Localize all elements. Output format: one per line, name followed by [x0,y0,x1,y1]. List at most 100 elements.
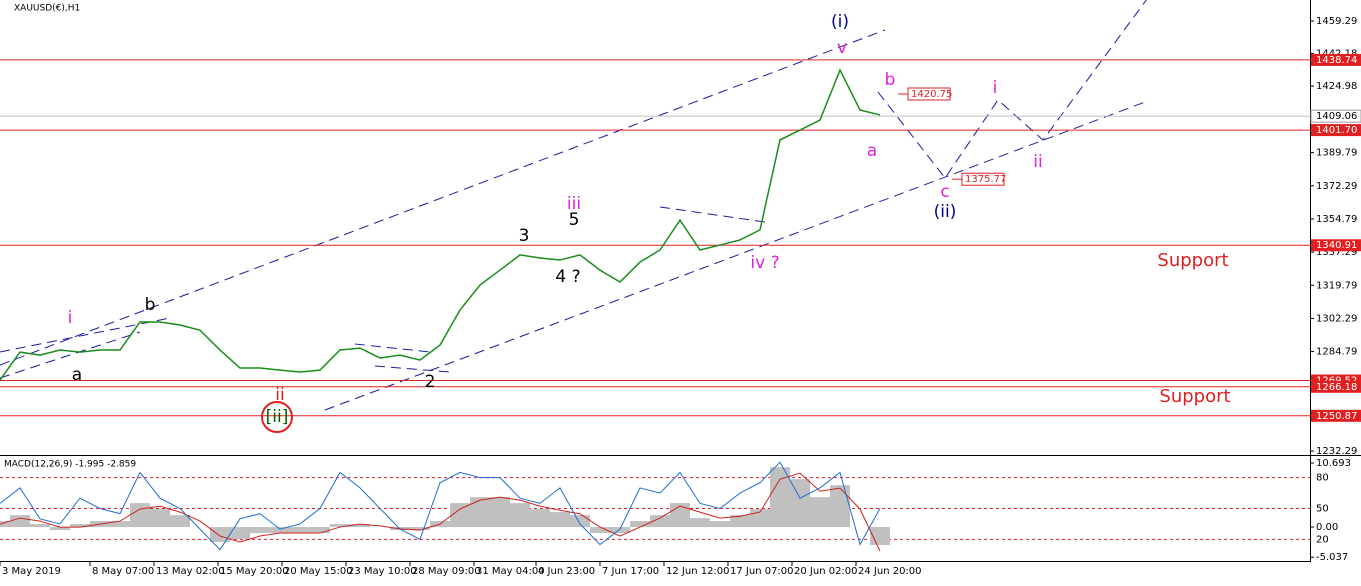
wave-circle [261,401,293,433]
y2-tick-label: 50 [1316,504,1329,515]
histogram-bar [630,521,650,528]
target-label: 1375.77 [965,174,1006,185]
histogram-bar [790,479,810,528]
histogram-bar [50,527,70,531]
x-tick-label: 31 May 04:00 [476,566,545,577]
wave-label: Support [1157,250,1228,271]
histogram-bar [770,467,790,528]
histogram-bar [270,527,290,534]
y2-tick-label: 20 [1316,534,1329,545]
wave-label: v [837,38,847,58]
histogram-bar [290,527,310,534]
wave-label: 3 [519,226,530,246]
frame [0,0,1361,562]
histogram-bar [730,515,750,528]
x-tick-label: 20 Jun 02:00 [794,566,858,577]
x-tick-label: 15 May 20:00 [220,566,289,577]
level-box [1311,380,1361,393]
histogram-bar [830,485,850,528]
wave-label: (i) [831,12,849,32]
y-tick-label: 1284.79 [1316,347,1357,358]
histogram-bar [250,527,270,534]
histogram-bar [230,527,250,540]
channel-lower [324,101,1146,411]
histogram-bar [610,527,630,534]
y-tick-label: 1459.29 [1316,16,1357,27]
triangle2-upper [659,206,766,223]
y-tick-label: 1354.79 [1316,214,1357,225]
y-tick-label: 1372.29 [1316,181,1357,192]
histogram-bar [810,497,830,528]
histogram-bar [150,509,170,528]
x-tick-label: 28 May 09:00 [412,566,481,577]
y-tick-label: 1319.79 [1316,280,1357,291]
y-tick-label: 1442.18 [1316,48,1357,59]
wave-label: 5 [569,210,580,230]
histogram-bar [110,521,130,528]
wave-label: (ii) [934,202,957,222]
x-tick-label: 3 May 2019 [2,566,61,577]
y-tick-label: 1424.98 [1316,81,1357,92]
histogram-bar [550,512,570,528]
x-tick-label: 12 Jun 12:00 [666,566,730,577]
x-tick-label: 13 May 02:00 [156,566,225,577]
wave-label: Support [1159,386,1230,407]
wedge-upper [0,317,171,353]
wave-label: c [940,182,949,202]
x-tick-label: 4 Jun 23:00 [538,566,595,577]
x-tick-label: 17 Jun 07:00 [730,566,794,577]
target-box [907,87,951,101]
target-label: 1420.75 [911,89,952,100]
histogram-bar [410,527,430,531]
level-label: 1266.18 [1316,382,1357,393]
current-price-label: 1409.06 [1316,111,1357,122]
level-label: 1438.74 [1316,55,1357,66]
histogram-bar [10,515,30,528]
wave-label: i [68,308,73,328]
y-tick-label: 1302.29 [1316,313,1357,324]
level-label: 1401.70 [1316,125,1357,136]
wave-label: [ii] [266,407,289,427]
level-box [1311,53,1361,66]
x-tick-label: 8 May 07:00 [92,566,154,577]
level-box [1311,124,1361,137]
current-price-box [1310,109,1361,123]
chart-title: XAUUSD(€),H1 [14,4,80,14]
x-tick-label: 20 May 15:00 [284,566,353,577]
x-tick-label: 7 Jun 17:00 [602,566,659,577]
price-line [0,68,881,381]
histogram-bar [330,524,350,528]
indicator-line [0,472,881,552]
y-tick-label: -5.037 [1316,552,1348,563]
target-box [961,172,1005,186]
histogram-bar [130,503,150,528]
wave-label: ii [1033,152,1042,172]
wave-label: a [867,141,877,161]
channel-upper [0,29,886,366]
y-tick-label: 1232.29 [1316,446,1357,457]
wave-label: b [145,295,156,315]
histogram-bar [170,515,190,528]
wave-label: i [993,78,998,98]
wave-label: b [885,70,896,90]
level-box [1311,239,1361,252]
indicator-line [0,461,881,551]
histogram-bar [450,503,470,528]
histogram-bar [210,527,230,543]
wave-label: 2 [425,372,436,392]
wave-label: iii [567,194,581,214]
histogram-bar [590,527,610,534]
level-box [1311,409,1361,422]
x-tick-label: 23 May 10:00 [348,566,417,577]
histogram-bar [470,497,490,528]
histogram-bar [490,497,510,528]
triangle-lower [374,365,451,373]
histogram-bar [510,503,530,528]
y-tick-label: 10.693 [1316,458,1351,469]
wave-label: 4 ? [555,267,580,287]
level-label: 1250.87 [1316,411,1357,422]
histogram-bar [710,521,730,528]
histogram-bar [570,515,590,528]
